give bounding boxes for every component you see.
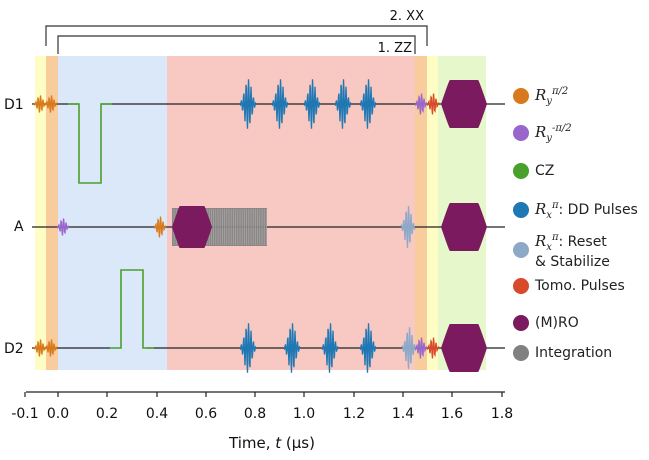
axis-tick-label: 0.0 (47, 406, 69, 422)
reset-pulse (401, 327, 417, 369)
readout-pulse (172, 206, 212, 248)
qubit-label-a: A (14, 219, 24, 235)
dd-pulse (359, 79, 377, 129)
dd-pulse (321, 323, 339, 373)
legend-item-dd: Rxπ: DD Pulses (513, 199, 638, 221)
legend-item-ry-mpi2: Ry-π/2 (513, 122, 572, 144)
legend-dot-ry-pi2 (513, 88, 529, 104)
phase-blue (58, 56, 167, 370)
legend-label-ry-mpi2: Ry-π/2 (535, 122, 572, 144)
bracket-outer (45, 25, 428, 46)
bracket-inner-label: 1. ZZ (378, 41, 412, 56)
axis-tick-label: 0.8 (244, 406, 266, 422)
axis-tick-label: 1.0 (293, 406, 315, 422)
dd-pulse (334, 79, 352, 129)
legend-dot-ro (513, 315, 529, 331)
legend-dot-reset (513, 242, 529, 258)
legend-item-reset: Rxπ: Reset & Stabilize (513, 232, 610, 270)
axis-tick-label: 0.2 (96, 406, 118, 422)
legend-label-ry-pi2: Ryπ/2 (535, 85, 569, 107)
legend-label-integration: Integration (535, 344, 613, 361)
ry-pi2-pulse (153, 216, 167, 238)
tomo-pulse (426, 337, 440, 359)
dd-pulse (359, 323, 377, 373)
readout-pulse (441, 203, 487, 251)
legend-item-tomo: Tomo. Pulses (513, 275, 625, 297)
tomo-pulse (426, 93, 440, 115)
dd-pulse (239, 323, 257, 373)
legend-item-integration: Integration (513, 342, 612, 364)
legend-dot-integration (513, 345, 529, 361)
phase-orange-left (46, 56, 58, 370)
ry-mpi2-pulse (414, 93, 428, 115)
dd-pulse (283, 323, 301, 373)
bracket-outer-label: 2. XX (390, 9, 424, 24)
dd-pulse (303, 79, 321, 129)
legend-item-ry-pi2: Ryπ/2 (513, 85, 568, 107)
readout-pulse (441, 324, 487, 372)
legend-label-cz: CZ (535, 162, 555, 179)
legend-label-tomo: Tomo. Pulses (535, 277, 625, 294)
legend-label-dd: Rxπ: DD Pulses (535, 199, 638, 221)
axis-ticks: -0.1 0.0 0.2 0.4 0.6 0.8 1.0 1.2 1.4 1.6 1.8 (11, 392, 513, 422)
cz-pulse-d2 (110, 269, 154, 349)
phase-orange-right (415, 56, 427, 370)
ry-pi2-pulse (44, 339, 58, 357)
legend-dot-dd (513, 202, 529, 218)
phase-yellow-left (35, 56, 46, 370)
ry-mpi2-pulse (414, 337, 428, 359)
legend-label-ro: (M)RO (535, 314, 579, 331)
legend-dot-cz (513, 163, 529, 179)
qubit-label-d1: D1 (4, 97, 24, 113)
legend-item-cz: CZ (513, 160, 554, 182)
axis-tick-label: -0.1 (11, 406, 38, 422)
axis-tick-label: 1.6 (441, 406, 463, 422)
time-axis: -0.1 0.0 0.2 0.4 0.6 0.8 1.0 1.2 1.4 1.6 1.8 Time,… (11, 391, 513, 452)
legend-dot-tomo (513, 278, 529, 294)
axis-label: Time, t (μs) (228, 434, 315, 452)
qubit-label-d2: D2 (4, 341, 24, 357)
legend-dot-ry-mpi2 (513, 125, 529, 141)
axis-tick-label: 0.4 (146, 406, 168, 422)
phase-yellow-right (427, 56, 438, 370)
ry-pi2-pulse (33, 95, 47, 113)
legend-item-ro: (M)RO (513, 312, 579, 334)
dd-pulse (271, 79, 289, 129)
bracket-inner (57, 35, 416, 54)
pulses (33, 79, 487, 373)
ry-pi2-pulse (33, 339, 47, 357)
ry-mpi2-pulse (56, 218, 70, 236)
cz-pulse-d1 (68, 103, 112, 184)
legend-label-reset: Rxπ: Reset & Stabilize (535, 232, 610, 270)
axis-tick-label: 0.6 (195, 406, 217, 422)
ry-pi2-pulse (44, 95, 58, 113)
axis-tick-label: 1.4 (392, 406, 414, 422)
readout-pulse (441, 80, 487, 128)
axis-tick-label: 1.8 (491, 406, 513, 422)
dd-pulse (239, 79, 257, 129)
axis-tick-label: 1.2 (343, 406, 365, 422)
reset-pulse (400, 206, 416, 248)
